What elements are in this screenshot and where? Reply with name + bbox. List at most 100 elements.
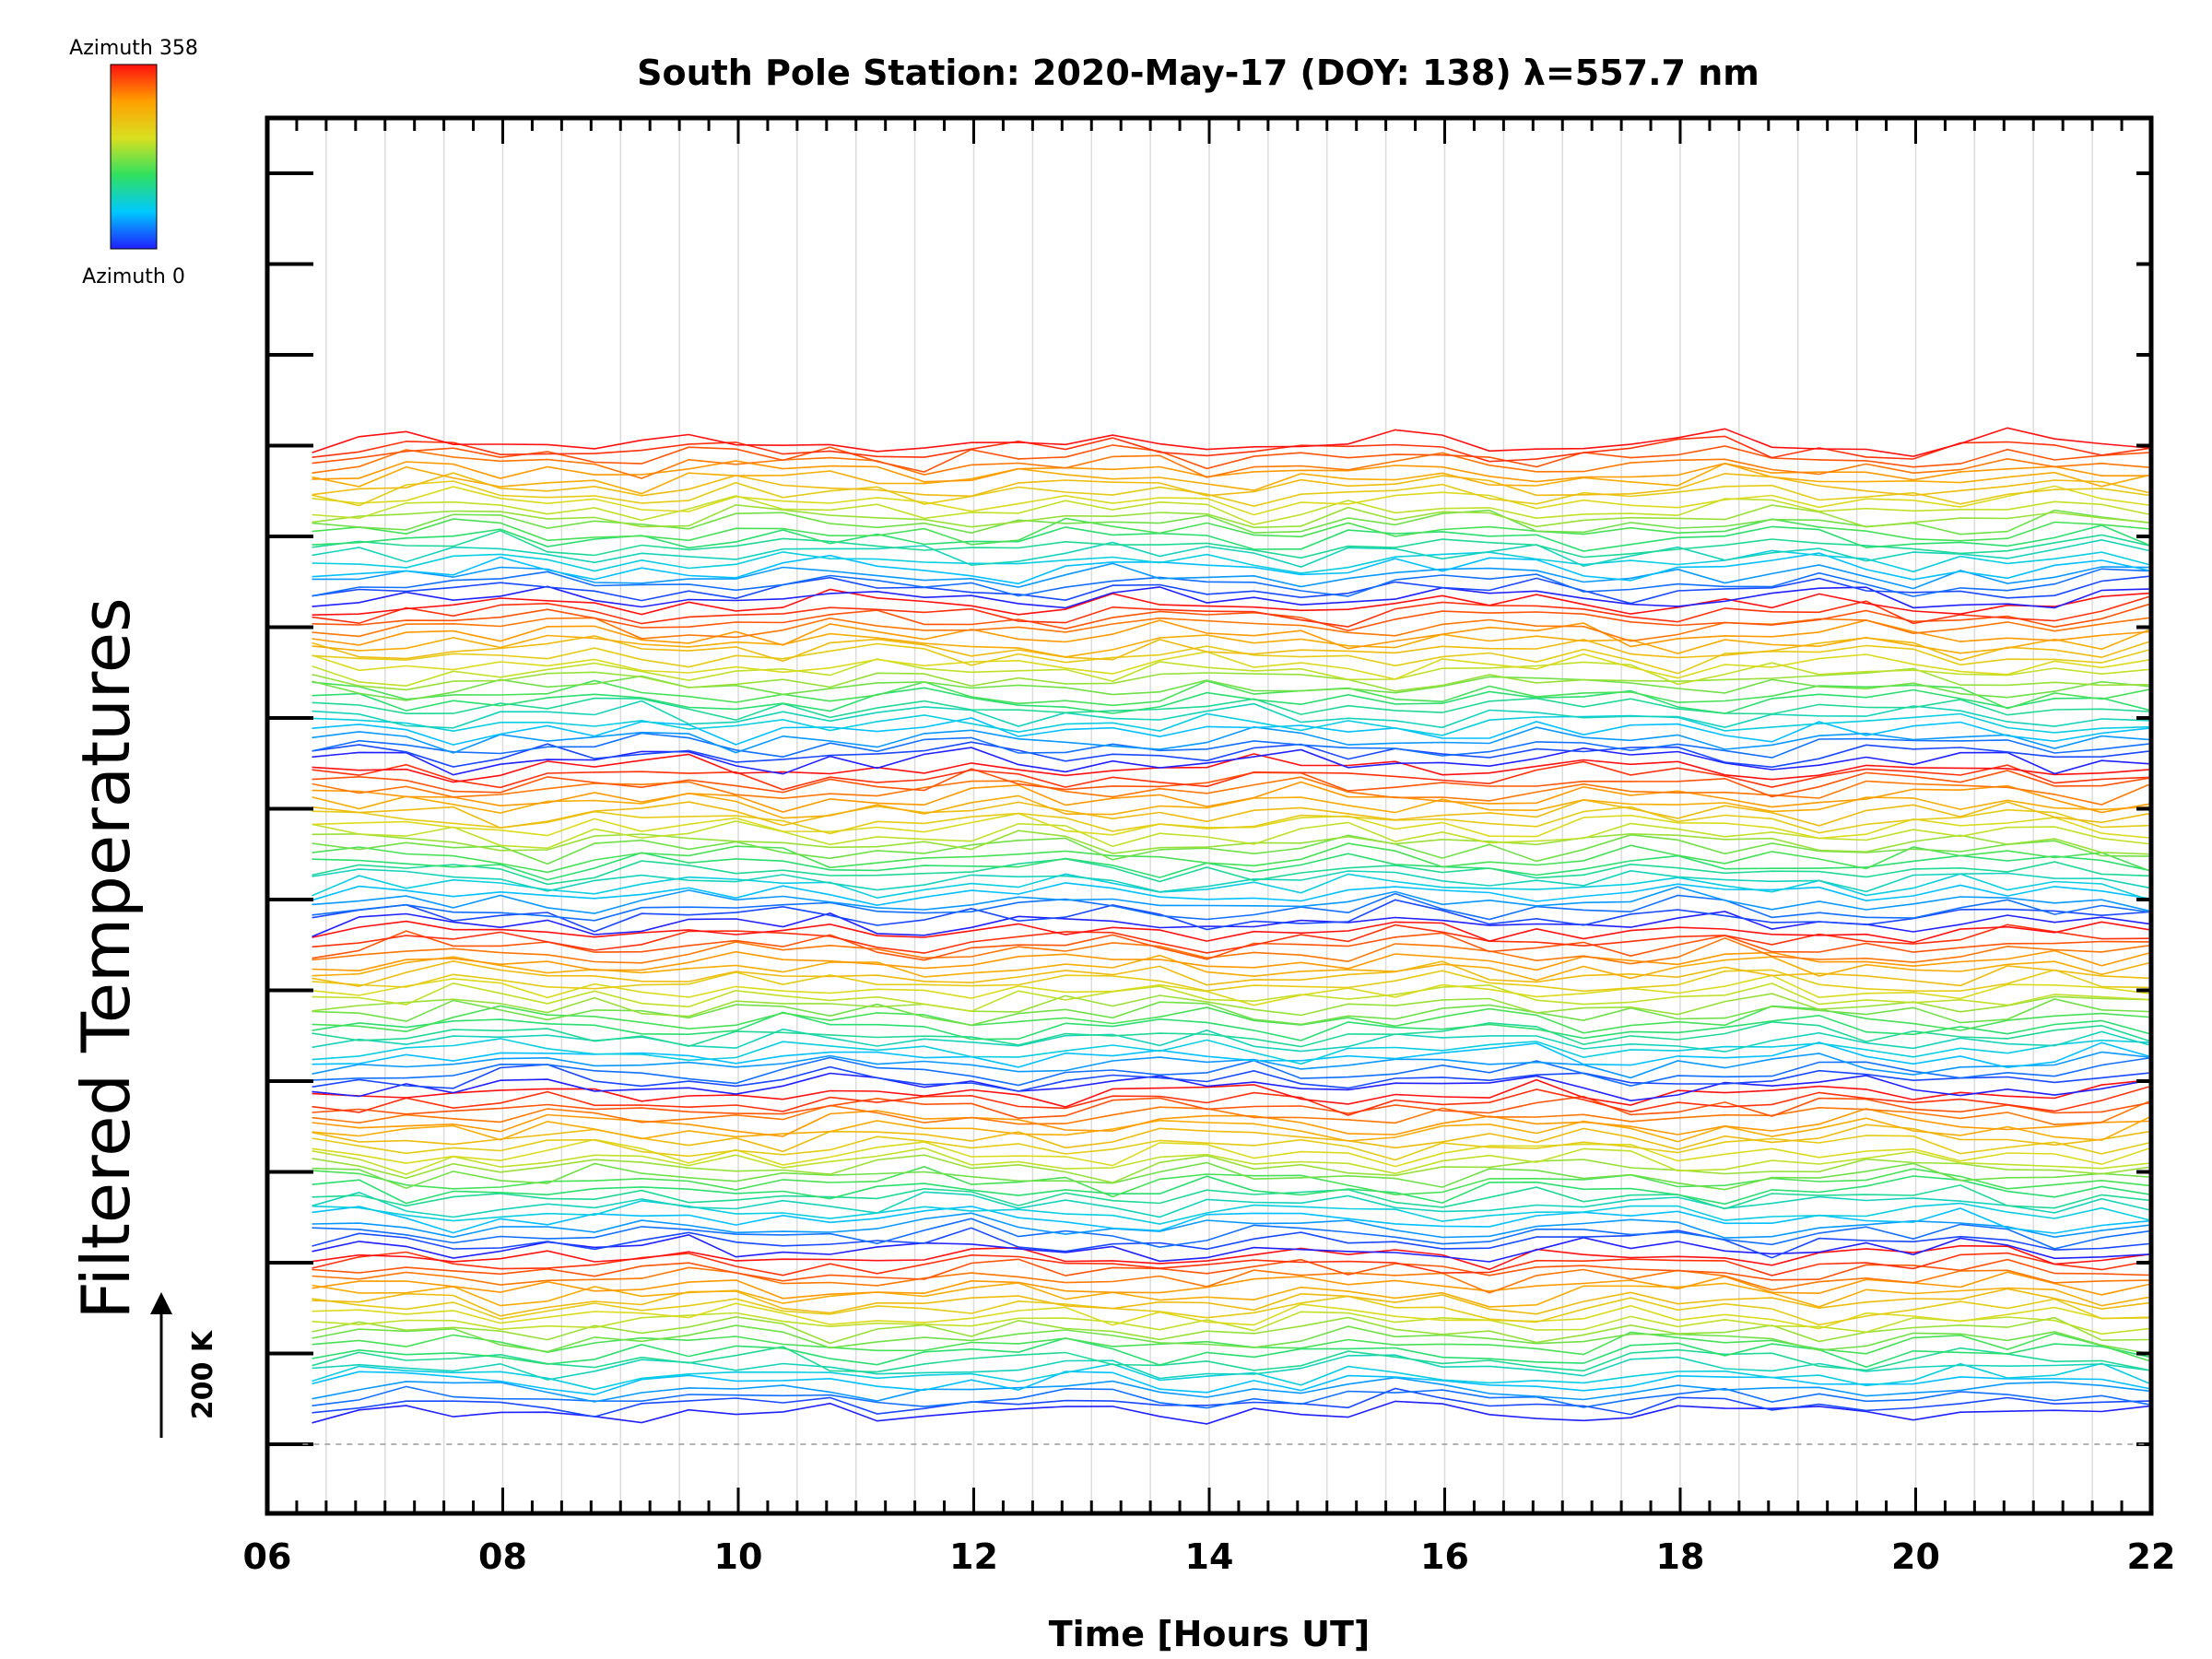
series-line — [312, 658, 2149, 688]
series-line — [312, 969, 2149, 993]
series-line — [312, 1315, 2149, 1345]
series-line — [312, 993, 2149, 1018]
series-line — [312, 700, 2149, 729]
series-line — [312, 549, 2149, 574]
series-line — [312, 1212, 2149, 1239]
series-line — [312, 462, 2149, 495]
colorbar-bottom-label: Azimuth 0 — [82, 265, 185, 288]
series-line — [312, 1005, 2149, 1034]
series-line — [312, 1233, 2149, 1263]
series-line — [312, 1324, 2149, 1355]
series-line — [312, 449, 2149, 479]
series-line — [312, 1147, 2149, 1175]
series-line — [312, 1161, 2149, 1191]
series-line — [312, 1138, 2149, 1168]
series-line — [312, 799, 2149, 830]
series-line — [312, 1038, 2149, 1065]
series-line — [312, 792, 2149, 819]
series-line — [312, 675, 2149, 701]
series-line — [312, 1244, 2149, 1271]
series-line — [312, 635, 2149, 663]
series-line — [312, 687, 2149, 714]
series-line — [312, 830, 2149, 855]
series-line — [312, 651, 2149, 680]
series-line — [312, 697, 2149, 722]
series-line — [312, 575, 2149, 605]
series-line — [312, 495, 2149, 526]
series-line — [312, 1072, 2149, 1102]
series-line — [312, 998, 2149, 1027]
series-line — [312, 741, 2149, 769]
scale-bar-label: 200 K — [187, 1329, 219, 1419]
colorbar-top-label: Azimuth 358 — [69, 37, 198, 60]
series-line — [312, 1154, 2149, 1184]
series-line — [312, 595, 2149, 628]
vertical-gridlines — [325, 118, 2093, 1513]
chart-title: South Pole Station: 2020-May-17 (DOY: 13… — [637, 53, 1759, 93]
series-line — [312, 868, 2149, 893]
series-line — [312, 1175, 2149, 1206]
series-line — [312, 852, 2149, 881]
series-line — [312, 1258, 2149, 1282]
series-line — [312, 858, 2149, 886]
series-line — [312, 1266, 2149, 1294]
series-line — [312, 974, 2149, 1006]
series-line — [312, 1336, 2149, 1369]
series-line — [312, 427, 2149, 458]
series-line — [312, 1218, 2149, 1250]
x-tick-label: 20 — [1891, 1536, 1940, 1577]
series-line — [312, 1095, 2149, 1120]
series-line — [312, 1108, 2149, 1137]
series-line — [312, 886, 2149, 914]
series-line — [312, 1056, 2149, 1088]
series-line — [312, 1371, 2149, 1396]
series-line — [312, 930, 2149, 961]
series-line — [312, 552, 2149, 585]
series-line — [312, 629, 2149, 658]
series-line — [312, 1251, 2149, 1277]
series-line — [312, 480, 2149, 508]
series-line — [312, 873, 2149, 901]
x-tick-label: 10 — [714, 1536, 763, 1577]
series-line — [312, 1135, 2149, 1161]
series-line — [312, 920, 2149, 944]
scale-bar: 200 K — [150, 1292, 219, 1438]
series-line — [312, 1100, 2149, 1126]
series-line — [312, 1385, 2149, 1409]
series-line — [312, 485, 2149, 516]
series-line — [312, 833, 2149, 865]
x-tick-label: 18 — [1656, 1536, 1705, 1577]
series-line — [312, 1271, 2149, 1300]
series-line — [312, 1191, 2149, 1218]
data-series — [312, 427, 2149, 1425]
series-line — [312, 472, 2149, 498]
series-line — [312, 959, 2149, 987]
series-line — [312, 529, 2149, 559]
x-tick-label: 14 — [1185, 1536, 1234, 1577]
series-line — [312, 982, 2149, 1013]
series-line — [312, 1064, 2149, 1092]
x-tick-label: 22 — [2127, 1536, 2176, 1577]
series-line — [312, 1376, 2149, 1403]
series-line — [312, 568, 2149, 597]
series-line — [312, 444, 2149, 473]
series-line — [312, 1206, 2149, 1234]
series-line — [312, 642, 2149, 675]
series-line — [312, 1116, 2149, 1143]
x-tick-label: 08 — [478, 1536, 527, 1577]
series-line — [312, 619, 2149, 650]
series-line — [312, 899, 2149, 933]
series-line — [312, 949, 2149, 972]
series-line — [312, 588, 2149, 616]
series-line — [312, 1331, 2149, 1362]
plot-frame — [265, 115, 2154, 1516]
series-line — [312, 954, 2149, 982]
x-tick-label: 12 — [949, 1536, 998, 1577]
series-line — [312, 725, 2149, 754]
series-line — [312, 1227, 2149, 1259]
series-line — [312, 435, 2149, 463]
series-line — [312, 1020, 2149, 1048]
series-line — [312, 1078, 2149, 1108]
x-tick-label: 16 — [1420, 1536, 1469, 1577]
